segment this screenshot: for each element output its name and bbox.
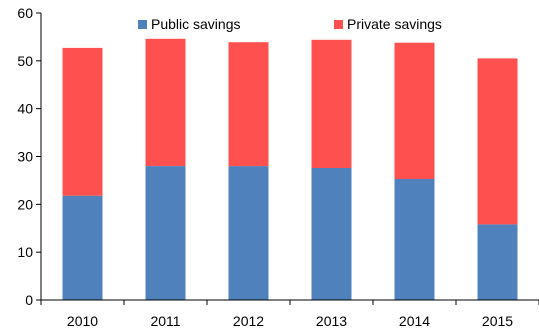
legend-swatch-private [334, 20, 343, 29]
y-tick-label: 20 [17, 196, 33, 212]
bar-private-savings-2015 [477, 58, 518, 225]
bar-public-savings-2011 [145, 166, 186, 300]
bar-public-savings-2013 [311, 168, 352, 300]
bar-private-savings-2014 [394, 42, 435, 180]
bar-private-savings-2011 [145, 38, 186, 166]
y-tick-label: 30 [17, 149, 33, 165]
x-tick-label-2013: 2013 [316, 313, 347, 329]
legend-label-public: Public savings [151, 16, 241, 32]
bar-private-savings-2010 [62, 47, 103, 196]
bars-layer [62, 38, 518, 300]
legend-swatch-public [138, 20, 147, 29]
bar-public-savings-2010 [62, 195, 103, 300]
x-tick-label-2014: 2014 [399, 313, 430, 329]
bar-public-savings-2015 [477, 224, 518, 300]
x-tick-label-2015: 2015 [482, 313, 513, 329]
y-tick-label: 40 [17, 101, 33, 117]
bar-private-savings-2012 [228, 42, 269, 167]
y-tick-label: 50 [17, 53, 33, 69]
axes-layer [40, 13, 539, 301]
bar-public-savings-2014 [394, 179, 435, 300]
x-tick-label-2010: 2010 [67, 313, 98, 329]
y-tick-label: 10 [17, 244, 33, 260]
ticks-layer: 0 10 20 30 40 50 60 2010 2011 2012 2013 2014 2015 [17, 5, 539, 329]
y-tick-label: 0 [25, 292, 33, 308]
x-tick-label-2011: 2011 [150, 313, 180, 329]
bar-private-savings-2013 [311, 39, 352, 168]
x-tick-label-2012: 2012 [233, 313, 264, 329]
y-tick-label: 60 [17, 5, 33, 21]
bar-public-savings-2012 [228, 166, 269, 300]
legend-label-private: Private savings [347, 16, 442, 32]
legend: Public savings Private savings [138, 16, 442, 32]
